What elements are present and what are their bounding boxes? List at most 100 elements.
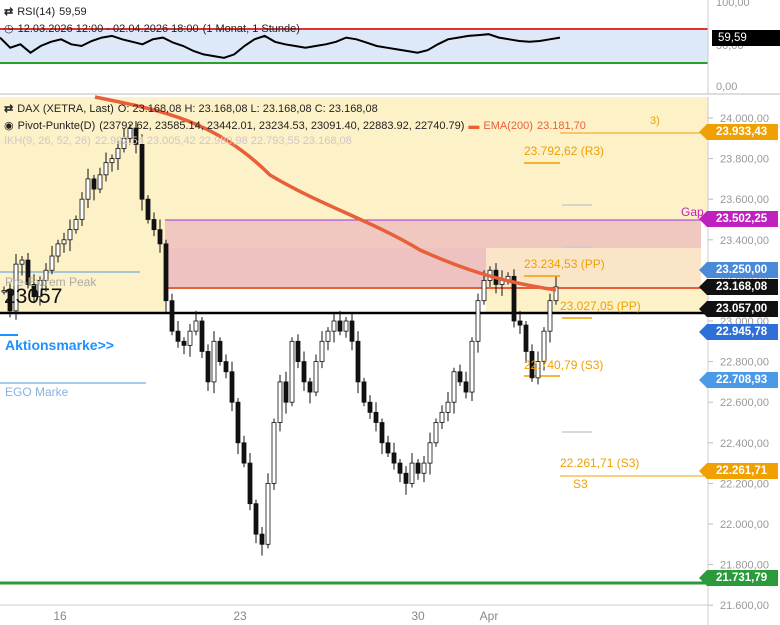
- candle-body: [325, 330, 331, 342]
- candle-body: [61, 239, 67, 245]
- y-tick-label: 22.400,00: [720, 438, 769, 450]
- candle-body: [241, 442, 247, 464]
- y-tick-label: 21.600,00: [720, 600, 769, 612]
- candle-body: [553, 286, 559, 302]
- price-tag: 22.945,78: [699, 324, 778, 340]
- candle-body: [511, 275, 517, 322]
- y-tick-label: 22.600,00: [720, 397, 769, 409]
- price-tag: 21.731,79: [699, 570, 778, 587]
- candle-body: [427, 442, 433, 464]
- price-tag: 23.502,25: [699, 211, 778, 228]
- candle-body: [355, 340, 361, 383]
- candle-body: [91, 178, 97, 190]
- candle-body: [451, 371, 457, 403]
- x-tick-label: 30: [411, 609, 425, 623]
- rsi-band: [0, 29, 708, 63]
- yellow-zone-top: [165, 97, 708, 220]
- candle-body: [229, 371, 235, 403]
- candle-body: [331, 320, 337, 332]
- rsi-value: 59,59: [59, 6, 87, 18]
- rsi-tick-0: 0,00: [716, 81, 738, 93]
- candle-body: [181, 340, 187, 346]
- price-tag-label: 23.168,08: [716, 280, 768, 293]
- candle-body: [97, 174, 103, 190]
- candle-body: [169, 300, 175, 332]
- ema-dash-icon: ▬: [468, 120, 480, 132]
- x-axis: 16 23 30 Apr: [53, 609, 498, 623]
- candle-body: [217, 340, 223, 362]
- price-tag-label: 23.250,00: [716, 264, 768, 277]
- candle-body: [163, 243, 169, 302]
- candle-body: [301, 361, 307, 383]
- ema-label: EMA(200): [483, 120, 533, 132]
- candle-body: [37, 279, 43, 298]
- candle-body: [523, 324, 529, 352]
- candle-body: [145, 198, 151, 220]
- candle-body: [295, 340, 301, 362]
- candle-body: [25, 259, 31, 285]
- x-tick-label: Apr: [480, 609, 499, 623]
- candle-body: [139, 143, 145, 200]
- candle-body: [265, 482, 271, 545]
- y-tick-label: 23.400,00: [720, 235, 769, 247]
- candle-body: [457, 371, 463, 383]
- candle-body: [247, 462, 253, 505]
- candle-body: [205, 351, 211, 383]
- y-axis: 24.000,00 23.800,00 23.600,00 23.400,00 23.2…: [708, 113, 769, 612]
- candle-body: [235, 401, 241, 444]
- candle-body: [313, 361, 319, 393]
- s3c-label: S3: [573, 477, 588, 491]
- yellow-zone-right2: [486, 288, 708, 313]
- candle-body: [397, 462, 403, 474]
- price-tag-label: 22.708,93: [716, 374, 768, 387]
- candle-body: [133, 127, 139, 145]
- candle-body: [337, 320, 343, 332]
- rsi-title: RSI(14): [17, 6, 56, 18]
- pivot-values: (23792.62, 23585.14, 23442.01, 23234.53,…: [99, 120, 465, 132]
- candle-body: [175, 330, 181, 342]
- candle-body: [289, 340, 295, 403]
- candle-body: [121, 137, 127, 149]
- candle-body: [385, 442, 391, 454]
- ikh-label: IKH(9, 26, 52, 26): [4, 135, 91, 147]
- aktionsmarke-label[interactable]: Aktionsmarke>>: [5, 337, 114, 353]
- r3-label: 23.792,62 (R3): [524, 144, 605, 158]
- y-tick-label: 23.600,00: [720, 194, 769, 206]
- candle-body: [43, 269, 49, 281]
- price-tag: 23.250,00: [699, 262, 778, 279]
- r3-partial-label: 3): [650, 115, 660, 127]
- candle-body: [403, 472, 409, 484]
- candle-body: [1, 290, 7, 293]
- candle-body: [55, 243, 61, 257]
- y-tick-label: 22.000,00: [720, 519, 769, 531]
- rsi-line: [0, 33, 561, 59]
- y-tick-label: 21.800,00: [720, 560, 769, 572]
- candle-body: [253, 503, 259, 535]
- candle-body: [541, 330, 547, 362]
- candle-body: [67, 229, 73, 241]
- radio-icon[interactable]: ◉: [4, 120, 14, 132]
- candle-body: [469, 340, 475, 393]
- candle-body: [49, 255, 55, 271]
- candle-body: [367, 401, 373, 413]
- candle-body: [187, 330, 193, 346]
- candle-body: [13, 263, 19, 312]
- candle-body: [319, 340, 325, 362]
- candle-body: [283, 381, 289, 403]
- price-tag: 22.708,93: [699, 372, 778, 389]
- y-tick-label: 23.800,00: [720, 154, 769, 166]
- candle-body: [439, 411, 445, 423]
- candle-body: [343, 320, 349, 332]
- price-tag: 23.168,08: [699, 278, 778, 295]
- candle-body: [373, 411, 379, 423]
- candle-body: [127, 127, 133, 139]
- price-tag: 23.933,43: [699, 123, 778, 140]
- candle-body: [7, 290, 13, 312]
- candle-body: [517, 320, 523, 326]
- ema-200-line: [94, 95, 557, 292]
- candle-body: [31, 284, 37, 298]
- y-tick-label: 24.000,00: [720, 113, 769, 125]
- rsi-legend: ⇄ RSI(14) 59,59: [4, 6, 87, 18]
- candle-body: [535, 361, 541, 379]
